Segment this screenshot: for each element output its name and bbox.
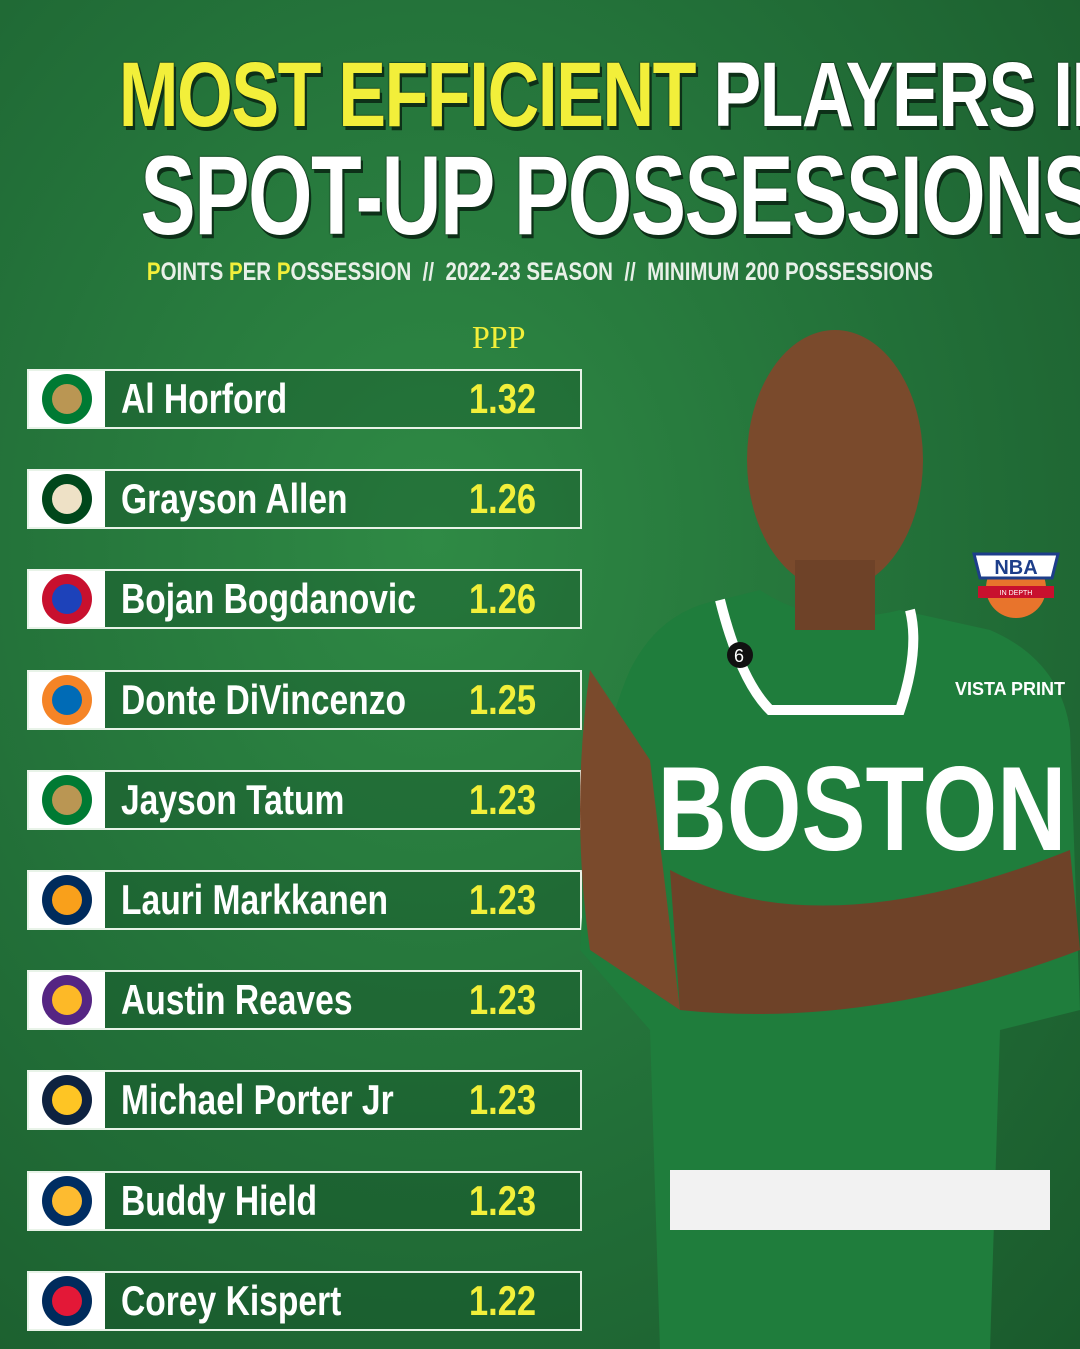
player-row: Michael Porter Jr 1.23	[27, 1070, 582, 1131]
nba-text: NBA	[994, 557, 1037, 579]
ppp-value: 1.32	[469, 375, 537, 422]
player-row: Buddy Hield 1.23	[27, 1170, 582, 1231]
title-line-2: SPOT-UP POSSESSIONS	[140, 133, 1080, 258]
team-logo-icon	[29, 571, 105, 628]
player-name: Al Horford	[121, 375, 288, 422]
team-logo-icon	[29, 471, 105, 528]
player-row: Lauri Markkanen 1.23	[27, 870, 582, 930]
ppp-value: 1.23	[469, 976, 537, 1024]
sub-p: P	[276, 258, 291, 286]
title-rest: PLAYERS IN	[713, 44, 1080, 146]
sub-p: P	[228, 258, 243, 286]
sub-t: ER	[242, 258, 277, 286]
player-row: Jayson Tatum 1.23	[27, 769, 582, 830]
player-name: Austin Reaves	[121, 976, 353, 1024]
player-name: Grayson Allen	[121, 475, 348, 523]
sub-t: OSSESSION	[290, 258, 412, 286]
player-name: Donte DiVincenzo	[121, 675, 407, 723]
player-row: Corey Kispert 1.22	[27, 1270, 582, 1331]
player-name: Corey Kispert	[121, 1276, 342, 1324]
ppp-value: 1.25	[469, 675, 537, 723]
player-row: Bojan Bogdanovic 1.26	[27, 569, 582, 630]
team-logo-icon	[29, 1272, 105, 1329]
title-highlight: MOST EFFICIENT	[118, 44, 697, 146]
ppp-value: 1.23	[469, 1176, 537, 1224]
sub-p: P	[146, 258, 161, 286]
title-line-1: MOST EFFICIENT PLAYERS IN	[119, 49, 1080, 141]
player-name: Michael Porter Jr	[121, 1076, 394, 1124]
player-photo: BOSTON VISTA PRINT 6	[580, 330, 1080, 1349]
player-row: Austin Reaves 1.23	[27, 970, 582, 1031]
team-logo-icon	[29, 972, 105, 1029]
ppp-value: 1.23	[469, 876, 537, 923]
team-logo-icon	[29, 872, 105, 928]
subtitle: POINTS PER POSSESSION // 2022-23 SEASON …	[97, 257, 983, 287]
player-row: Al Horford 1.32	[27, 369, 582, 429]
player-row: Grayson Allen 1.26	[27, 469, 582, 530]
ppp-value: 1.23	[469, 775, 537, 823]
sub-sep: //	[411, 258, 446, 286]
ppp-value: 1.26	[469, 575, 537, 623]
team-logo-icon	[29, 671, 105, 728]
player-name: Bojan Bogdanovic	[121, 575, 416, 623]
sub-season: 2022-23 SEASON	[445, 258, 613, 286]
player-name: Jayson Tatum	[121, 775, 345, 823]
sub-t: OINTS	[160, 258, 229, 286]
player-name: Lauri Markkanen	[121, 876, 389, 923]
ppp-value: 1.23	[469, 1076, 537, 1124]
ppp-header: PPP	[472, 319, 526, 355]
team-logo-icon	[29, 771, 105, 828]
sub-minimum: MINIMUM 200 POSSESSIONS	[647, 258, 934, 286]
ppp-value: 1.26	[469, 475, 537, 523]
player-row: Donte DiVincenzo 1.25	[27, 669, 582, 730]
player-name: Buddy Hield	[121, 1176, 318, 1224]
jersey-sponsor: VISTA PRINT	[955, 679, 1065, 699]
team-logo-icon	[29, 1172, 105, 1229]
team-logo-icon	[29, 371, 105, 427]
jersey-text: BOSTON	[658, 743, 1067, 877]
nba-subtext: IN DEPTH	[1000, 590, 1033, 597]
nba-in-depth-logo: NBA IN DEPTH	[972, 552, 1060, 618]
ppp-value: 1.22	[469, 1276, 537, 1324]
jersey-number: 6	[734, 646, 744, 666]
team-logo-icon	[29, 1072, 105, 1129]
sub-sep: //	[612, 258, 648, 286]
